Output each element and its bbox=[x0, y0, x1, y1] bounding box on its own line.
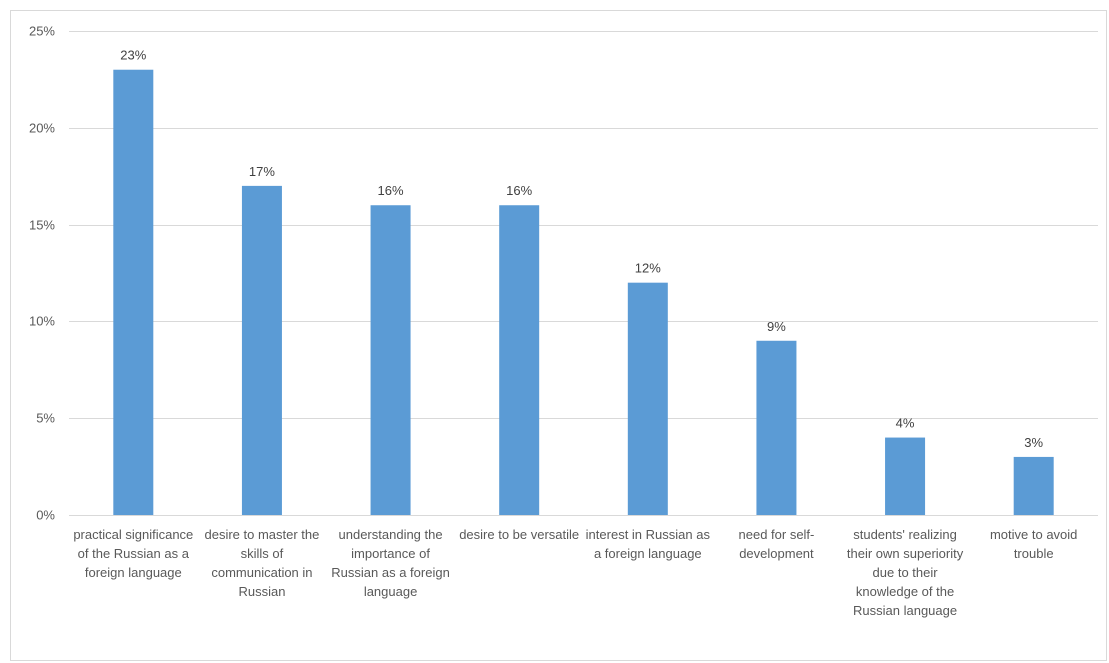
data-label: 17% bbox=[249, 164, 275, 179]
y-tick-label: 10% bbox=[29, 314, 55, 329]
bar bbox=[370, 205, 411, 516]
data-label: 9% bbox=[767, 319, 786, 334]
bar bbox=[241, 185, 282, 515]
y-tick-label: 0% bbox=[36, 508, 55, 523]
x-category-label: need for self-development bbox=[738, 527, 815, 561]
x-category-label: desire to be versatile bbox=[459, 527, 580, 542]
x-category-label: practical significance of the Russian as… bbox=[73, 527, 194, 580]
bar bbox=[627, 282, 668, 515]
data-label: 16% bbox=[378, 183, 404, 198]
x-category-label: understanding the importance of Russian … bbox=[331, 527, 450, 599]
y-tick-label: 15% bbox=[29, 218, 55, 233]
data-label: 16% bbox=[506, 183, 532, 198]
data-label: 4% bbox=[896, 416, 915, 431]
y-tick-label: 20% bbox=[29, 121, 55, 136]
y-tick-label: 5% bbox=[36, 411, 55, 426]
bar bbox=[1013, 456, 1054, 515]
bar bbox=[499, 205, 540, 516]
bar bbox=[885, 437, 926, 515]
data-label: 3% bbox=[1024, 435, 1043, 450]
data-label: 23% bbox=[120, 48, 146, 63]
y-tick-label: 25% bbox=[29, 24, 55, 39]
bar bbox=[756, 340, 797, 515]
x-category-label: motive to avoid trouble bbox=[989, 527, 1078, 561]
x-category-label: desire to master the skills of communica… bbox=[204, 527, 320, 599]
x-category-label: students' realizing their own superiorit… bbox=[846, 527, 964, 618]
bar bbox=[113, 69, 154, 515]
data-label: 12% bbox=[635, 261, 661, 276]
chart-frame bbox=[10, 10, 1107, 661]
x-category-label: interest in Russian as a foreign languag… bbox=[585, 527, 710, 561]
